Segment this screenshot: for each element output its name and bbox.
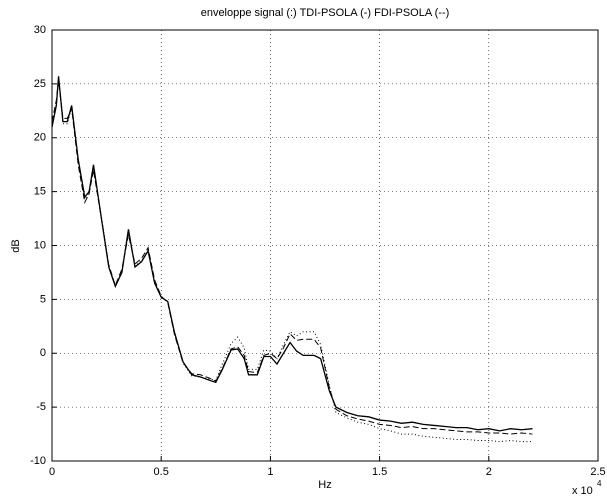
- x-scale-exponent: 4: [597, 479, 602, 488]
- x-tick-label: 2.5: [590, 466, 605, 478]
- y-axis-label: dB: [10, 239, 22, 252]
- y-tick-label: 30: [34, 24, 46, 36]
- x-tick-label: 2: [486, 466, 492, 478]
- x-tick-label: 1.5: [372, 466, 387, 478]
- y-tick-label: 20: [34, 132, 46, 144]
- x-tick-label: 0.5: [154, 466, 169, 478]
- y-tick-label: 5: [40, 293, 46, 305]
- y-tick-label: -5: [36, 401, 46, 413]
- y-tick-label: 0: [40, 347, 46, 359]
- y-tick-label: 15: [34, 186, 46, 198]
- plot-frame: [51, 29, 599, 462]
- x-axis-label: Hz: [318, 479, 331, 491]
- y-tick-label: -10: [30, 455, 46, 467]
- x-scale-label: x 10: [572, 485, 593, 497]
- y-tick-label: 25: [34, 78, 46, 90]
- x-tick-label: 1: [267, 466, 273, 478]
- data-line: [51, 76, 533, 432]
- data-line: [51, 80, 533, 435]
- x-tick-label: 0: [49, 466, 55, 478]
- chart-title: enveloppe signal (:) TDI-PSOLA (-) FDI-P…: [201, 7, 450, 19]
- y-tick-label: 10: [34, 239, 46, 251]
